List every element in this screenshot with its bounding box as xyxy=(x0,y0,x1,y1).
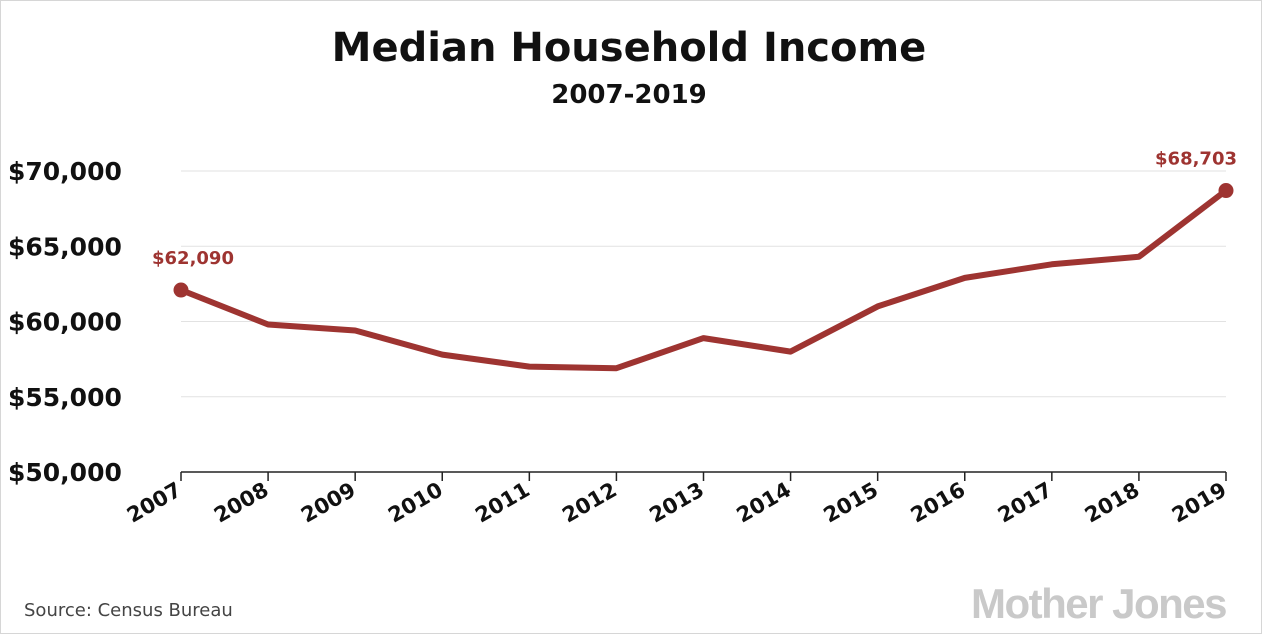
y-tick-label: $70,000 xyxy=(8,157,122,186)
data-labels: $62,090 $68,703 xyxy=(152,149,1237,270)
x-tick-label: 2019 xyxy=(1168,478,1231,528)
y-tick-label: $60,000 xyxy=(8,308,122,337)
x-axis xyxy=(180,471,1227,481)
chart-title: Median Household Income xyxy=(332,25,927,71)
y-tick-label: $50,000 xyxy=(8,458,122,487)
x-tick-label: 2010 xyxy=(384,478,447,528)
chart-subtitle: 2007-2019 xyxy=(551,80,707,110)
x-tick-label: 2014 xyxy=(732,478,795,528)
y-axis-ticks: $50,000 $55,000 $60,000 $65,000 $70,000 xyxy=(8,157,122,487)
x-tick-label: 2012 xyxy=(558,478,621,528)
x-tick-label: 2008 xyxy=(210,478,273,528)
x-tick-label: 2016 xyxy=(907,478,970,528)
source-note: Source: Census Bureau xyxy=(24,600,233,621)
x-tick-label: 2011 xyxy=(471,478,534,528)
data-point-marker xyxy=(173,282,189,298)
series-line xyxy=(178,187,1229,372)
x-tick-label: 2017 xyxy=(994,478,1057,528)
y-tick-label: $65,000 xyxy=(8,232,122,261)
y-tick-label: $55,000 xyxy=(8,383,122,412)
x-tick-label: 2007 xyxy=(123,478,186,528)
x-axis-ticks: 2007 2008 2009 2010 2011 2012 2013 2014 2015 2016… xyxy=(123,478,1231,528)
income-series xyxy=(173,183,1234,372)
data-point-marker xyxy=(1218,183,1234,199)
data-label: $62,090 xyxy=(152,248,234,269)
x-tick-label: 2009 xyxy=(297,478,360,528)
x-tick-label: 2015 xyxy=(820,478,883,528)
mother-jones-logo: Mother Jones xyxy=(971,580,1226,627)
gridlines xyxy=(181,170,1226,398)
data-label: $68,703 xyxy=(1155,149,1237,170)
x-tick-label: 2013 xyxy=(645,478,708,528)
x-tick-label: 2018 xyxy=(1081,478,1144,528)
